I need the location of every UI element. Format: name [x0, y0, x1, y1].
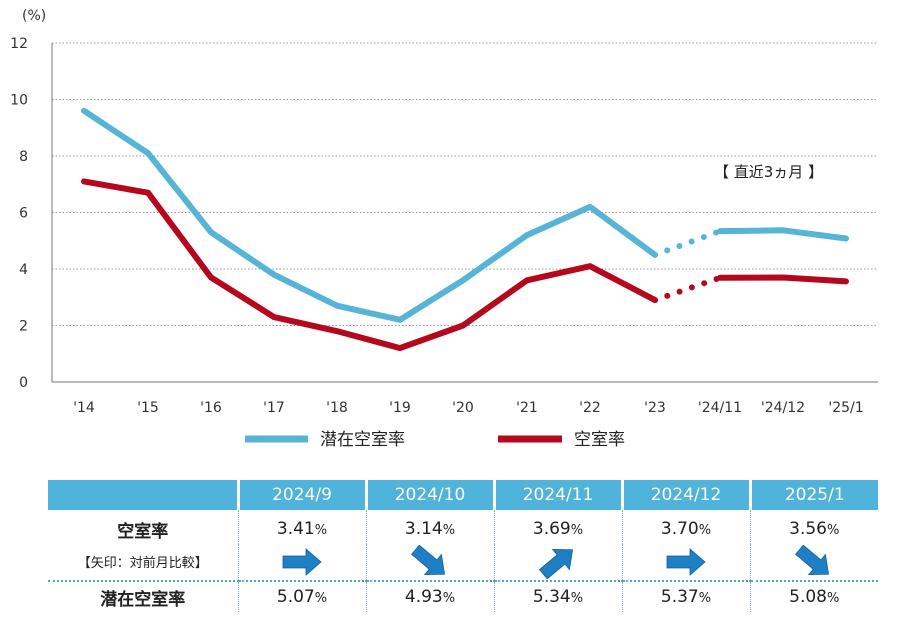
pct-suffix: %: [698, 523, 712, 538]
pct-suffix: %: [442, 523, 456, 538]
x-tick-label: '15: [137, 400, 159, 416]
arrow-down-right-icon: [795, 545, 830, 575]
x-tick-label: '21: [516, 400, 538, 416]
x-tick-label: '22: [579, 400, 601, 416]
pct-suffix: %: [698, 591, 712, 606]
y-tick-label: 6: [19, 206, 28, 222]
potential-cell: 5.37%: [621, 581, 750, 612]
x-tick-label: '24/12: [761, 400, 805, 416]
arrow-cell: [365, 544, 494, 582]
y-tick-label: 0: [19, 375, 28, 391]
table-header-month: 2024/9: [236, 480, 366, 510]
pct-suffix: %: [314, 591, 328, 606]
series-line-connector: [652, 228, 723, 258]
potential-value: 5.34: [532, 587, 571, 607]
gridlines: [51, 42, 878, 383]
pct-suffix: %: [827, 591, 840, 606]
potential-cell: 5.08%: [749, 581, 878, 612]
x-tick-label: '24/11: [698, 400, 742, 416]
arrow-right-icon: [666, 548, 706, 576]
monthly-vacancy-table: 2024/9 2024/10 2024/11 2024/12 2025/1 空室…: [48, 480, 878, 612]
x-tick-label: '25/1: [828, 400, 863, 416]
arrow-up-right-icon: [539, 549, 574, 579]
arrow-cell: [237, 544, 366, 582]
potential-cell: 5.34%: [493, 581, 622, 612]
arrow-note: 【矢印：対前月比較】: [77, 556, 208, 571]
y-tick-label: 8: [19, 149, 28, 165]
vacancy-value: 3.56: [789, 519, 827, 539]
vacancy-cell: 3.70%: [621, 510, 750, 544]
potential-value: 5.07: [276, 587, 315, 607]
x-axis-tick-labels: '14 '15 '16 '17 '18 '19 '20 '21 '22 '23 '24/11 '24/…: [73, 400, 863, 416]
y-tick-label: 12: [10, 36, 28, 52]
potential-row: 潜在空室率 5.07% 4.93% 5.34% 5.37% 5.08%: [48, 581, 878, 612]
potential-value: 5.08: [789, 587, 827, 607]
arrow-cell: [493, 544, 622, 582]
arrow-row: 【矢印：対前月比較】: [48, 544, 878, 582]
pct-suffix: %: [570, 523, 584, 538]
arrow-cell: [749, 544, 878, 582]
vacancy-value: 3.69: [532, 519, 571, 539]
x-tick-label: '16: [200, 400, 222, 416]
table-header-month: 2025/1: [748, 480, 878, 510]
pct-suffix: %: [570, 591, 584, 606]
vacancy-row: 空室率 3.41% 3.14% 3.69% 3.70% 3.56%: [48, 510, 878, 544]
table-header-row: 2024/9 2024/10 2024/11 2024/12 2025/1: [48, 480, 878, 510]
table-header-month: 2024/10: [364, 480, 494, 510]
legend-label-vacancy: 空室率: [574, 430, 625, 450]
x-tick-label: '14: [73, 400, 95, 416]
arrow-right-icon: [282, 548, 322, 576]
series-line-annual: [81, 178, 658, 352]
vacancy-value: 3.14: [404, 519, 443, 539]
series-line-recent: [717, 227, 849, 242]
y-tick-label: 2: [19, 319, 28, 335]
series-line-recent: [717, 274, 849, 285]
x-tick-label: '19: [389, 400, 411, 416]
y-axis-unit-label: (%): [22, 8, 46, 24]
potential-value: 4.93: [404, 587, 443, 607]
potential-cell: 4.93%: [365, 581, 494, 612]
series-line-annual: [81, 107, 658, 323]
y-tick-label: 10: [10, 93, 28, 109]
table-header-corner: [48, 480, 238, 510]
y-tick-label: 4: [19, 262, 28, 278]
line-chart: (%) 0 2 4 6 8 10 12 '14 '15 '16 '17 '18 '19 '20 '21 '2…: [10, 8, 878, 450]
arrow-cell: [621, 544, 750, 582]
y-axis-tick-labels: 0 2 4 6 8 10 12: [10, 36, 28, 391]
vacancy-cell: 3.56%: [749, 510, 878, 544]
vacancy-row-label: 空室率: [117, 521, 169, 542]
pct-suffix: %: [827, 523, 840, 538]
vacancy-cell: 3.14%: [365, 510, 494, 544]
table-header-month: 2024/12: [620, 480, 750, 510]
potential-cell: 5.07%: [237, 581, 366, 612]
pct-suffix: %: [314, 523, 328, 538]
pct-suffix: %: [442, 591, 456, 606]
potential-row-label: 潜在空室率: [100, 589, 186, 610]
x-tick-label: '17: [263, 400, 285, 416]
arrow-row-label: 【矢印：対前月比較】: [48, 544, 238, 582]
series-lines: [81, 107, 849, 352]
x-tick-label: '20: [452, 400, 474, 416]
vacancy-cell: 3.41%: [237, 510, 366, 544]
x-tick-label: '18: [326, 400, 348, 416]
potential-value: 5.37: [660, 587, 699, 607]
x-tick-label: '23: [644, 400, 666, 416]
legend-label-potential: 潜在空室率: [320, 430, 405, 450]
vacancy-cell: 3.69%: [493, 510, 622, 544]
table-header-month: 2024/11: [492, 480, 622, 510]
vacancy-value: 3.41: [276, 519, 315, 539]
arrow-down-right-icon: [411, 545, 446, 575]
recent-3-months-annotation: 【 直近3ヵ月 】: [714, 163, 823, 181]
legend: 潜在空室率 空室率: [245, 430, 625, 450]
series-line-connector: [652, 274, 723, 304]
vacancy-value: 3.70: [660, 519, 699, 539]
